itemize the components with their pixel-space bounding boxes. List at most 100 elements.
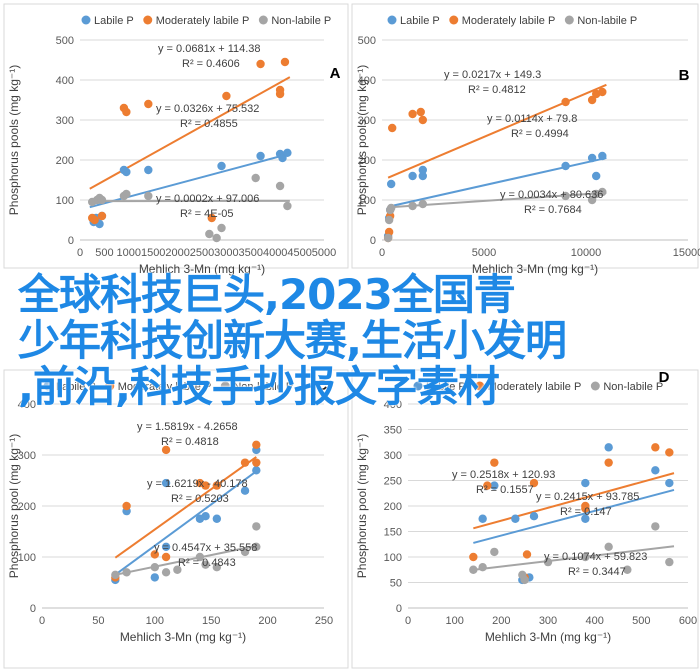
- x-tick-label: 1000: [117, 247, 141, 259]
- panel-letter: B: [679, 67, 690, 84]
- data-point: [240, 547, 250, 557]
- data-point: [543, 557, 553, 567]
- trendline: [473, 472, 675, 530]
- x-axis-title: Mehlich 3-Mn (mg kg⁻¹): [139, 262, 265, 276]
- data-point: [195, 552, 205, 562]
- trendline: [114, 470, 257, 576]
- legend-label: Moderately labile P: [156, 15, 250, 27]
- data-point: [217, 161, 226, 171]
- x-tick-label: 4500: [287, 247, 311, 259]
- r2-label: R² = 0.3447: [568, 566, 626, 578]
- data-point: [252, 466, 261, 475]
- y-tick-label: 200: [358, 155, 376, 167]
- trendline: [114, 456, 257, 559]
- data-point: [212, 233, 221, 243]
- x-tick-label: 15000: [673, 247, 700, 259]
- y-tick-label: 100: [358, 195, 376, 207]
- data-point: [217, 223, 226, 233]
- data-point: [161, 445, 171, 455]
- data-point: [252, 458, 261, 467]
- data-point: [240, 486, 250, 495]
- y-axis-title: Phosphorus pool (mg kg⁻¹): [7, 434, 21, 578]
- legend-marker: [143, 15, 153, 25]
- r2-label: R² = 0.7684: [524, 204, 582, 216]
- data-point: [280, 57, 290, 67]
- data-point: [623, 565, 632, 574]
- equation-label: y = 1.5819x - 4.2658: [137, 421, 238, 433]
- y-tick-label: 100: [18, 552, 36, 564]
- x-tick-label: 2500: [190, 247, 214, 259]
- x-tick-label: 5000: [472, 247, 496, 259]
- data-point: [651, 466, 660, 475]
- r2-label: R² = 0.4818: [161, 436, 219, 448]
- data-point: [144, 99, 153, 109]
- data-point: [665, 448, 674, 457]
- y-tick-label: 0: [396, 603, 402, 615]
- legend-label: Non-labile P: [233, 381, 293, 393]
- x-tick-label: 3500: [239, 247, 263, 259]
- equation-label: y = 0.0326x + 75.532: [156, 103, 259, 115]
- data-point: [418, 171, 427, 181]
- equation-label: y = 0.2415x + 93.785: [536, 491, 639, 503]
- x-axis-title: Mehlich 3-Mn (mg kg⁻¹): [485, 630, 611, 644]
- y-tick-label: 50: [390, 578, 402, 590]
- legend-marker: [258, 15, 268, 25]
- legend-marker: [590, 381, 600, 391]
- overlay-line: 少年科技创新大赛,生活小发明: [18, 316, 567, 365]
- data-point: [212, 481, 222, 490]
- y-tick-label: 350: [384, 425, 402, 437]
- data-point: [490, 481, 499, 490]
- equation-label: y = 0.4547x + 35.558: [154, 542, 257, 554]
- overlay-caption: 全球科技巨头,2023全国青 少年科技创新大赛,生活小发明 ,前沿,科技手抄报文…: [18, 272, 688, 410]
- data-point: [490, 458, 499, 467]
- panel-frame: [351, 3, 699, 269]
- data-point: [240, 458, 250, 467]
- data-point: [604, 458, 613, 467]
- data-point: [201, 481, 210, 490]
- data-point: [529, 478, 539, 488]
- data-point: [598, 187, 607, 197]
- data-point: [561, 97, 570, 107]
- data-point: [207, 213, 216, 223]
- equation-label: y = 1.6219x - 40.178: [147, 478, 248, 490]
- data-point: [97, 195, 107, 205]
- x-tick-label: 200: [492, 615, 510, 627]
- x-tick-label: 5000: [312, 247, 336, 259]
- data-point: [161, 552, 171, 562]
- x-tick-label: 150: [202, 615, 220, 627]
- panel-frame: [3, 3, 349, 269]
- y-tick-label: 400: [18, 399, 36, 411]
- data-point: [161, 568, 171, 577]
- data-point: [122, 189, 131, 199]
- y-tick-label: 400: [56, 75, 74, 87]
- x-axis-title: Mehlich 3-Mn (mg kg⁻¹): [472, 262, 598, 276]
- y-tick-label: 200: [56, 155, 74, 167]
- data-point: [587, 195, 597, 205]
- data-point: [386, 203, 396, 213]
- x-tick-label: 200: [258, 615, 276, 627]
- data-point: [256, 151, 265, 161]
- y-tick-label: 100: [384, 552, 402, 564]
- trendline: [473, 545, 675, 571]
- x-tick-label: 300: [539, 615, 557, 627]
- data-point: [665, 478, 674, 488]
- y-tick-label: 500: [358, 35, 376, 47]
- x-tick-label: 3000: [214, 247, 238, 259]
- r2-label: R² = 0.4606: [182, 58, 240, 70]
- y-tick-label: 500: [56, 35, 74, 47]
- legend-label: Moderately labile P: [462, 15, 556, 27]
- legend-label: Non-labile P: [603, 381, 663, 393]
- data-point: [252, 542, 261, 551]
- x-tick-label: 10000: [571, 247, 602, 259]
- equation-label: y = 0.0114x + 79.8: [487, 113, 577, 125]
- data-point: [587, 153, 597, 163]
- data-point: [122, 501, 131, 511]
- panel-letter: A: [330, 65, 341, 82]
- data-point: [122, 167, 131, 177]
- data-point: [150, 550, 159, 559]
- data-point: [604, 542, 613, 551]
- data-point: [490, 547, 499, 557]
- data-point: [581, 478, 590, 488]
- data-point: [384, 215, 394, 225]
